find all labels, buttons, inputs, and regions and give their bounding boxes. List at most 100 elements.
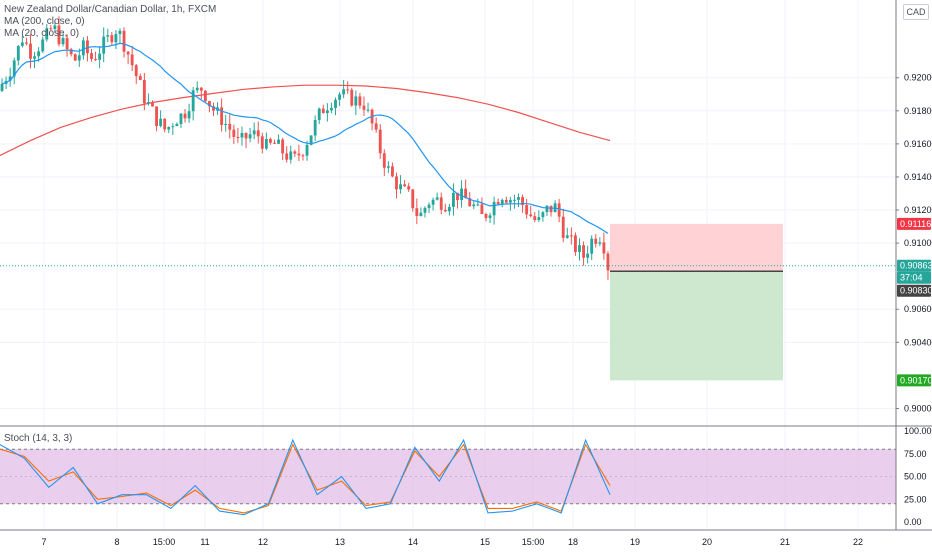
- candle-body: [264, 139, 268, 149]
- candle-body: [102, 36, 106, 54]
- candle-body: [427, 204, 431, 208]
- candle-body: [456, 192, 459, 201]
- ma200-legend[interactable]: MA (200, close, 0): [4, 16, 85, 27]
- candle-body: [565, 235, 569, 238]
- candle-body: [358, 96, 362, 106]
- ma20-path: [1, 42, 609, 234]
- candle-body: [330, 107, 333, 111]
- candle-body: [220, 107, 224, 125]
- candle-body: [435, 197, 439, 200]
- candle-body: [53, 25, 57, 29]
- candle-body: [151, 102, 154, 107]
- candle-body: [281, 139, 285, 154]
- candle-body: [472, 204, 476, 207]
- x-tick-label: 19: [630, 537, 640, 547]
- candle-body: [110, 35, 114, 43]
- candle-body: [77, 55, 81, 61]
- candle-body: [452, 192, 455, 207]
- candle-body: [309, 135, 313, 145]
- candle-body: [382, 153, 386, 168]
- axes: [0, 0, 932, 531]
- stoch-tick-label: 50.00: [904, 472, 927, 482]
- x-tick-label: 12: [258, 537, 268, 547]
- candle-body: [431, 199, 435, 205]
- candle-body: [142, 79, 146, 104]
- candle-body: [464, 188, 468, 199]
- candle-body: [366, 109, 370, 111]
- candle-body: [285, 153, 289, 160]
- candle-body: [521, 197, 524, 206]
- candle-body: [305, 144, 309, 156]
- candle-body: [277, 139, 280, 144]
- candle-body: [533, 216, 537, 221]
- stoch-tick-label: 100.00: [904, 426, 932, 436]
- candle-body: [447, 206, 451, 212]
- candle-body: [549, 205, 553, 213]
- symbol-title[interactable]: New Zealand Dollar/Canadian Dollar, 1h, …: [4, 4, 217, 15]
- candle-body: [37, 51, 41, 57]
- chart-legend: New Zealand Dollar/Canadian Dollar, 1h, …: [4, 4, 216, 40]
- candle-body: [574, 235, 577, 252]
- candle-body: [98, 53, 102, 60]
- position-zones[interactable]: [610, 223, 783, 381]
- current-price-tag-bg: [897, 259, 931, 272]
- candle-body: [179, 113, 183, 124]
- stoch-panel: [0, 438, 896, 516]
- candle-body: [391, 166, 394, 177]
- candle-body: [342, 89, 346, 95]
- ma20-legend[interactable]: MA (20, close, 0): [4, 28, 80, 39]
- x-tick-label: 15: [480, 537, 490, 547]
- candle-body: [541, 212, 545, 218]
- candle-body: [529, 214, 533, 217]
- candle-body: [386, 166, 390, 168]
- stoch-ticks: 100.00 75.00 50.00 25.00 0.00: [904, 426, 932, 527]
- candle-body: [33, 56, 36, 59]
- price-tags: 0.91116 0.90863 37:04 0.90830 0.90170: [897, 217, 932, 387]
- currency-button[interactable]: CAD: [903, 4, 929, 20]
- candle-body: [147, 102, 150, 104]
- candle-body: [118, 30, 122, 35]
- candle-body: [260, 136, 264, 149]
- stoch-k-line: [0, 438, 611, 516]
- candle-body: [476, 204, 480, 206]
- candle-body: [114, 34, 118, 43]
- entry-price-tag-label: 0.90830: [900, 286, 932, 296]
- candle-body: [0, 83, 4, 91]
- countdown-tag-bg: [897, 271, 931, 284]
- candle-body: [175, 123, 179, 127]
- candle-body: [334, 99, 337, 108]
- stop-loss-zone: [610, 223, 783, 272]
- entry-price-tag-bg: [897, 284, 931, 297]
- candle-body: [8, 76, 12, 81]
- candle-body: [212, 106, 215, 111]
- candle-body: [545, 205, 549, 213]
- candle-body: [25, 42, 28, 44]
- candle-body: [289, 151, 293, 160]
- candle-body: [419, 212, 423, 217]
- candle-body: [423, 207, 427, 213]
- candle-body: [443, 209, 447, 212]
- x-tick-label: 20: [702, 537, 712, 547]
- candle-body: [395, 176, 398, 190]
- candle-body: [346, 89, 350, 91]
- ma200-line: [0, 84, 611, 156]
- candle-body: [12, 60, 16, 77]
- x-tick-label: 8: [114, 537, 119, 547]
- candle-body: [138, 76, 142, 80]
- candle-body: [16, 45, 20, 61]
- candle-body: [293, 151, 297, 154]
- candle-body: [244, 133, 248, 139]
- ma20-line: [1, 42, 609, 234]
- stoch-legend[interactable]: Stoch (14, 3, 3): [4, 433, 73, 444]
- x-tick-label: 14: [408, 537, 418, 547]
- x-tick-label: 11: [200, 537, 209, 547]
- stoch-tick-label: 0.00: [904, 517, 922, 527]
- candle-body: [155, 106, 158, 126]
- candle-body: [517, 197, 520, 200]
- candles: [0, 16, 610, 280]
- candle-body: [504, 199, 508, 203]
